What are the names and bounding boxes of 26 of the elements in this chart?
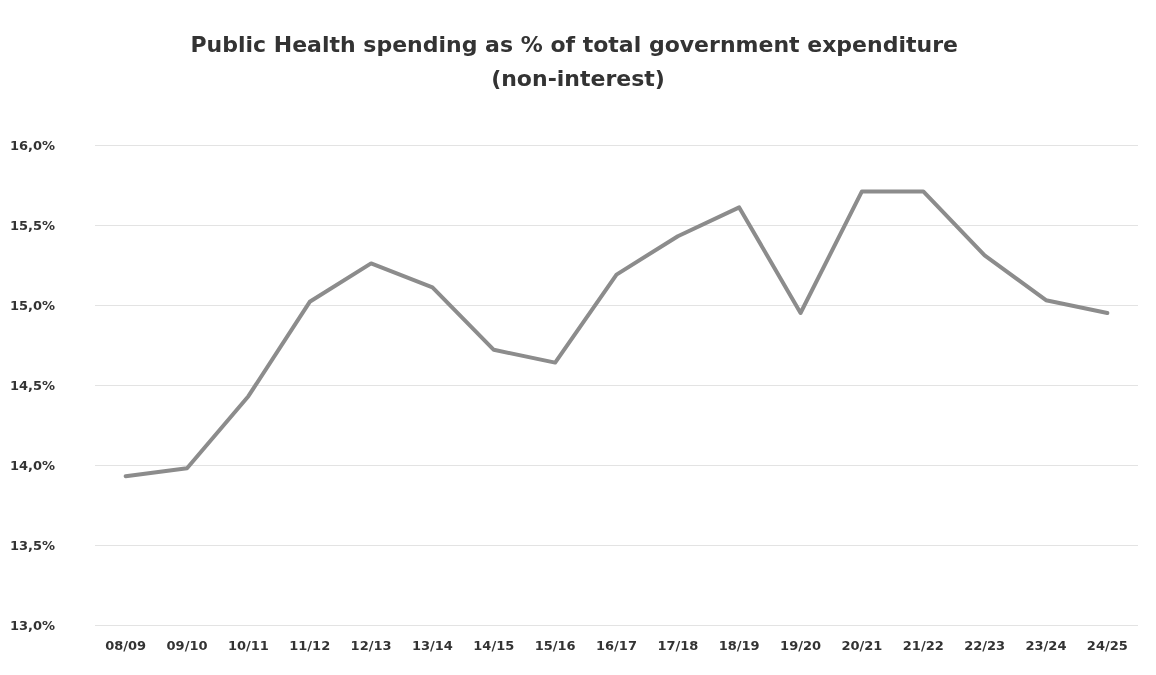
x-tick-label: 15/16 <box>534 638 576 653</box>
x-tick-label: 24/25 <box>1086 638 1128 653</box>
x-tick-label: 23/24 <box>1025 638 1067 653</box>
x-tick-label: 09/10 <box>166 638 208 653</box>
y-tick-label: 13,0% <box>9 617 55 633</box>
x-tick-label: 21/22 <box>902 638 944 653</box>
x-tick-label: 20/21 <box>841 638 883 653</box>
y-tick-label: 13,5% <box>9 537 55 553</box>
x-tick-label: 13/14 <box>411 638 453 653</box>
x-tick-label: 11/12 <box>289 638 331 653</box>
chart-title: Public Health spending as % of total government expenditure (non-interest) <box>190 31 966 91</box>
y-tick-label: 14,5% <box>9 377 55 393</box>
x-tick-label: 22/23 <box>964 638 1006 653</box>
x-tick-label: 14/15 <box>473 638 515 653</box>
x-tick-label: 16/17 <box>596 638 637 653</box>
x-tick-label: 19/20 <box>780 638 822 653</box>
x-tick-label: 08/09 <box>105 638 147 653</box>
y-tick-label: 16,0% <box>9 137 55 153</box>
x-tick-label: 10/11 <box>227 638 269 653</box>
y-tick-label: 14,0% <box>9 457 55 473</box>
x-tick-label: 12/13 <box>350 638 392 653</box>
y-tick-label: 15,0% <box>9 297 55 313</box>
y-tick-label: 15,5% <box>9 217 55 233</box>
x-tick-label: 18/19 <box>718 638 760 653</box>
line-series <box>123 189 1110 479</box>
x-tick-label: 17/18 <box>657 638 699 653</box>
